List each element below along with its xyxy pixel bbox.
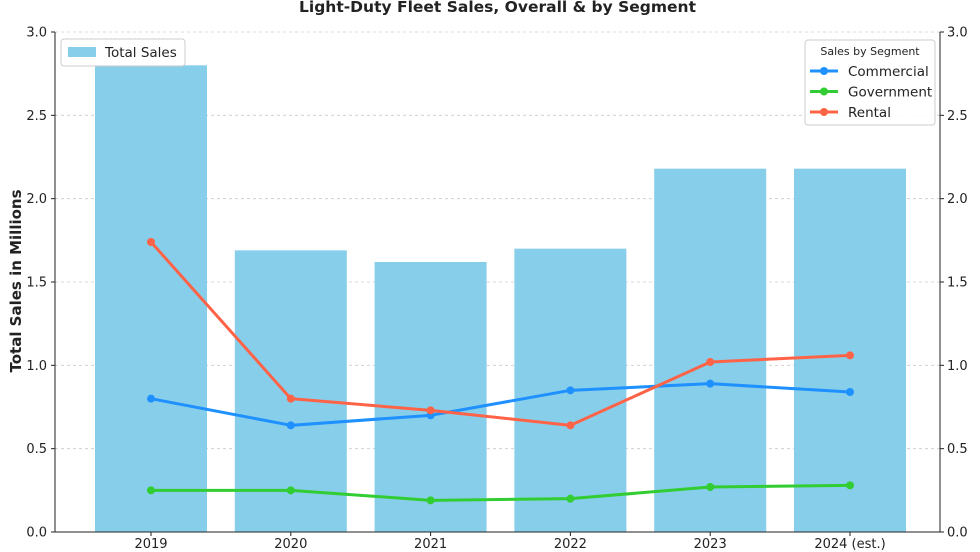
point-commercial (706, 379, 715, 388)
y-tick-label-right: 2.5 (947, 109, 968, 124)
x-tick-label: 2019 (134, 537, 167, 552)
y-tick-label-left: 1.5 (26, 276, 47, 291)
x-tick-label: 2020 (274, 537, 307, 552)
legend-lines-box (804, 39, 936, 126)
y-tick-label-left: 0.0 (26, 526, 47, 541)
point-government (286, 486, 295, 495)
point-rental (846, 351, 854, 360)
point-government (706, 483, 715, 491)
y-tick-label-left: 2.5 (26, 109, 47, 124)
point-government (566, 494, 575, 503)
y-tick-label-left: 3.0 (26, 26, 47, 41)
legend-bar: Total Sales (60, 38, 186, 67)
bar-total-sales-2023 (654, 168, 767, 532)
y-tick-label-right: 1.0 (947, 359, 968, 374)
point-rental (147, 238, 155, 246)
legend-lines-title: Sales by Segment (820, 45, 920, 58)
legend-marker-rental (820, 108, 828, 116)
legend-swatch-total-sales (68, 47, 96, 57)
chart-title: Light-Duty Fleet Sales, Overall & by Seg… (299, 0, 697, 16)
point-rental (426, 406, 435, 415)
x-tick-label: 2024 (est.) (814, 537, 885, 552)
bar-total-sales-2019 (95, 65, 207, 532)
legend-label-total-sales: Total Sales (104, 45, 177, 61)
y-tick-label-left: 2.0 (26, 192, 47, 207)
x-tick-label: 2021 (414, 537, 447, 552)
point-government (147, 486, 155, 495)
y-tick-label-right: 2.0 (947, 192, 968, 207)
point-rental (566, 421, 575, 430)
point-commercial (566, 386, 575, 395)
bar-total-sales-2024est (794, 168, 906, 532)
y-tick-label-right: 3.0 (947, 26, 968, 41)
legend-marker-commercial (820, 67, 828, 75)
point-rental (706, 358, 715, 366)
line-series-government (147, 481, 854, 505)
point-government (426, 496, 435, 505)
legend-bar-box (60, 38, 186, 67)
y-tick-label-right: 0.0 (947, 526, 968, 541)
legend-label-rental: Rental (848, 105, 891, 121)
point-commercial (147, 394, 155, 403)
y-tick-label-left: 1.0 (26, 359, 47, 374)
bar-series (95, 65, 906, 533)
y-axis-title: Total Sales in Millions (7, 189, 25, 372)
point-commercial (846, 388, 854, 396)
legend-label-commercial: Commercial (848, 64, 929, 80)
legend-marker-government (820, 87, 828, 96)
legend-label-government: Government (848, 85, 932, 101)
x-tick-label: 2022 (554, 537, 587, 552)
y-tick-label-left: 0.5 (26, 442, 47, 457)
y-tick-label-right: 1.5 (947, 276, 968, 291)
line-rental (149, 241, 851, 427)
point-commercial (286, 421, 295, 430)
x-tick-label: 2023 (694, 537, 727, 552)
line-commercial (150, 382, 851, 427)
y-tick-label-right: 0.5 (947, 442, 968, 457)
axes: 0.0 0.0 0.5 0.5 1.0 1.0 1.5 1.5 2.0 2.0 2.5 2.5 3.0 3… (26, 26, 967, 552)
point-rental (286, 394, 295, 403)
bar-total-sales-2021 (374, 262, 487, 532)
point-government (846, 481, 854, 490)
line-government (151, 483, 851, 502)
line-series-rental (147, 238, 854, 430)
legend-lines: Sales by Segment Commercial Government Rent… (804, 39, 936, 126)
bar-total-sales-2020 (234, 250, 347, 533)
